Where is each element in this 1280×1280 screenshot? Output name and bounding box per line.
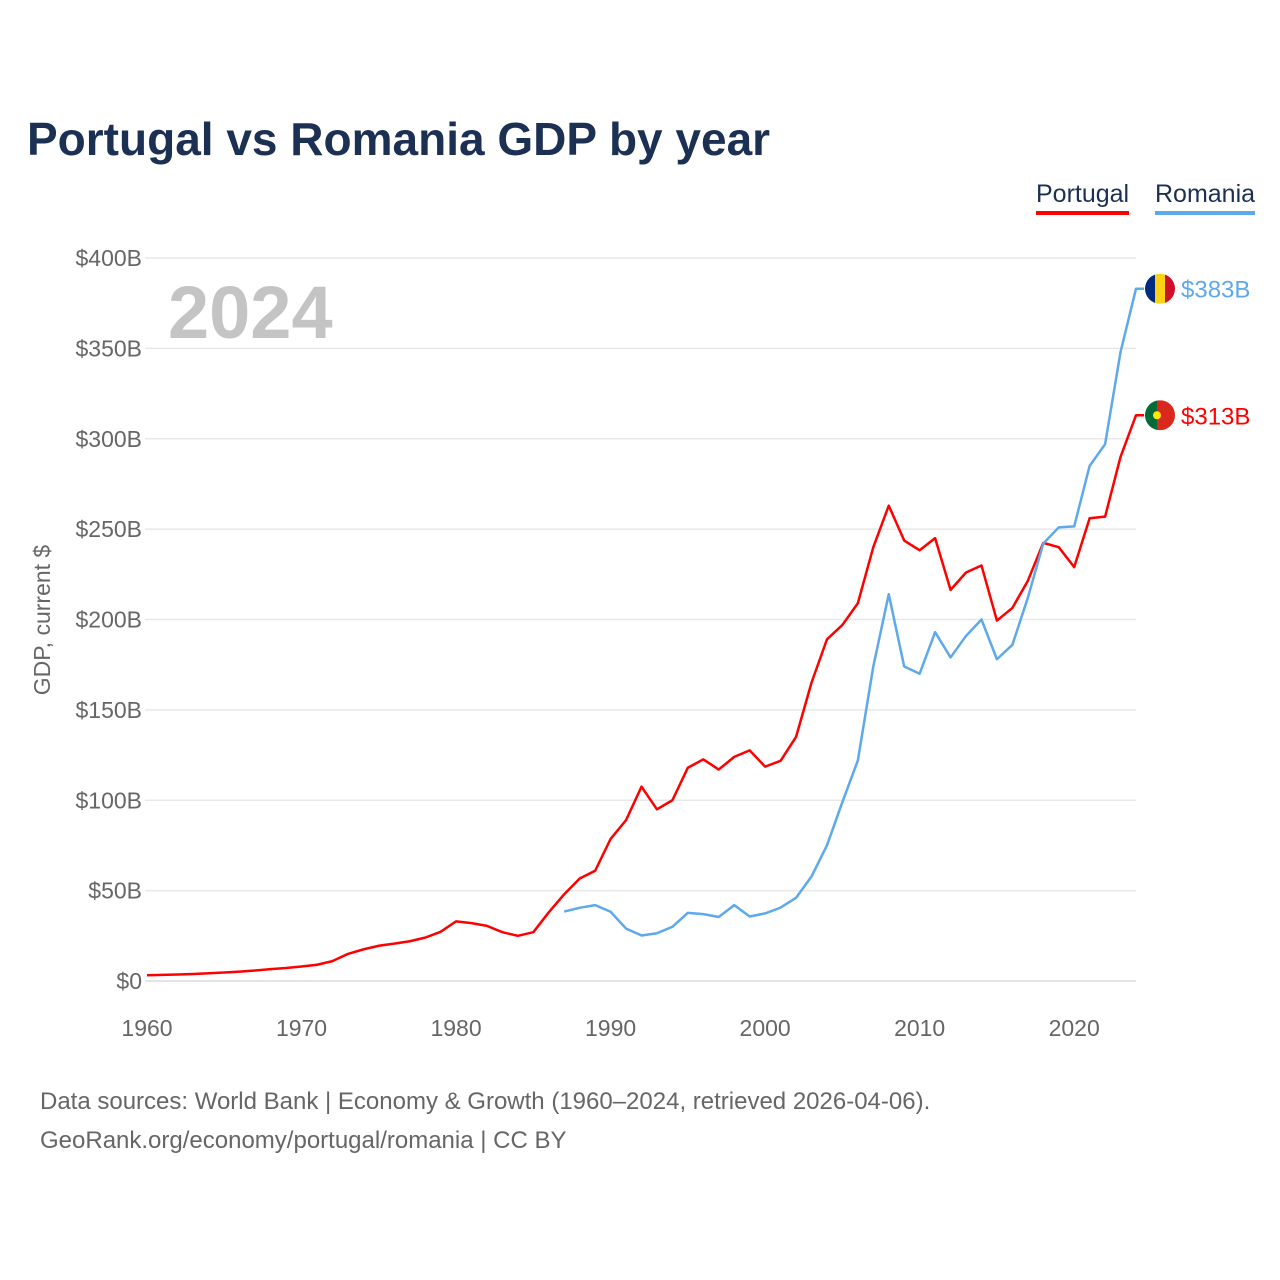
y-tick-label: $300B <box>75 426 142 452</box>
footer: Data sources: World Bank | Economy & Gro… <box>40 1082 930 1160</box>
y-tick-label: $250B <box>75 516 142 542</box>
legend-portugal[interactable]: Portugal <box>1036 180 1130 215</box>
y-tick-label: $350B <box>75 335 142 361</box>
x-tick-label: 1970 <box>276 1015 327 1041</box>
source-note: Data sources: World Bank | Economy & Gro… <box>40 1088 931 1115</box>
y-tick-label: $50B <box>88 878 142 904</box>
y-tick-label: $150B <box>75 697 142 723</box>
portugal-flag-icon <box>1145 400 1175 431</box>
romania-flag-icon <box>1145 273 1175 304</box>
y-tick-label: $400B <box>75 245 142 271</box>
end-value-label-romania: $383B <box>1181 277 1250 304</box>
y-tick-label: $100B <box>75 787 142 813</box>
end-value-label-portugal: $313B <box>1181 403 1250 430</box>
y-axis-label: GDP, current $ <box>29 545 55 696</box>
x-tick-label: 2020 <box>1049 1015 1100 1041</box>
y-tick-label: $0 <box>116 968 142 994</box>
chart-title: Portugal vs Romania GDP by year <box>27 113 771 165</box>
year-watermark: 2024 <box>168 271 333 354</box>
legend-romania[interactable]: Romania <box>1155 180 1256 215</box>
source-link[interactable]: GeoRank.org/economy/portugal/romania | C… <box>40 1127 567 1154</box>
series-line-romania <box>563 287 1144 937</box>
x-tick-label: 2010 <box>894 1015 945 1041</box>
x-tick-label: 1980 <box>430 1015 481 1041</box>
x-tick-label: 1990 <box>585 1015 636 1041</box>
series-line-portugal <box>146 414 1144 977</box>
x-tick-label: 2000 <box>740 1015 791 1041</box>
y-tick-label: $200B <box>75 607 142 633</box>
x-tick-label: 1960 <box>121 1015 172 1041</box>
